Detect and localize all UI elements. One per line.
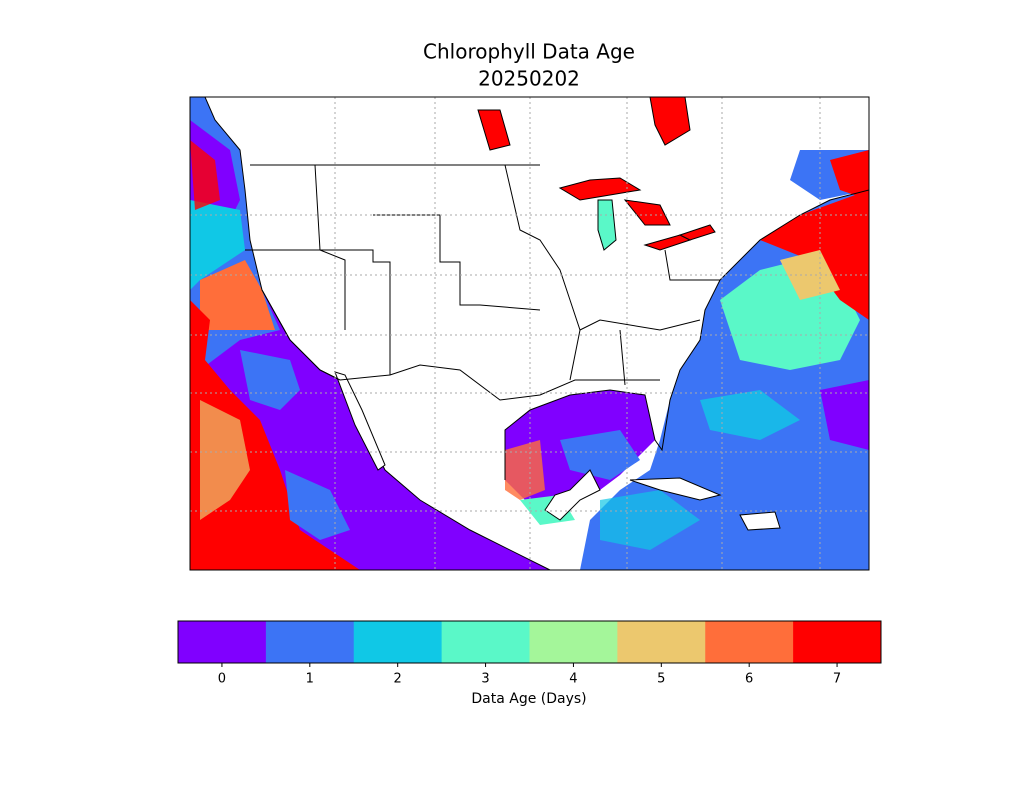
colorbar-segment xyxy=(265,621,355,663)
colorbar-tick-label: 7 xyxy=(833,672,841,687)
map xyxy=(190,97,869,570)
colorbar-tick-label: 5 xyxy=(657,672,665,687)
colorbar-segment xyxy=(178,621,267,663)
yucatan xyxy=(544,469,601,521)
coastline xyxy=(504,189,869,480)
hispaniola xyxy=(739,511,781,531)
colorbar-segment xyxy=(353,621,443,663)
colorbar-frame xyxy=(177,620,882,664)
colorbar-tick-label: 0 xyxy=(218,672,226,687)
colorbar-tick-label: 3 xyxy=(481,672,489,687)
colorbar-segment xyxy=(617,621,706,663)
colorbar-label: Data Age (Days) xyxy=(471,691,586,707)
colorbar-segment xyxy=(793,621,882,663)
map-title: Chlorophyll Data Age xyxy=(423,40,635,64)
baja xyxy=(334,371,386,471)
colorbar-tick-label: 1 xyxy=(306,672,314,687)
colorbar-segment xyxy=(705,621,794,663)
gulf-of-mexico xyxy=(505,390,655,525)
colorbar-tick-label: 6 xyxy=(745,672,753,687)
colorbar: 0 1 2 3 4 5 6 7 xyxy=(177,620,882,687)
colorbar-tick-label: 4 xyxy=(569,672,577,687)
atlantic-ocean xyxy=(580,150,869,570)
cuba xyxy=(629,477,722,501)
colorbar-tick-label: 2 xyxy=(394,672,402,687)
colorbar-segment xyxy=(441,621,530,663)
great-lakes xyxy=(477,97,716,251)
map-date: 20250202 xyxy=(478,67,580,91)
borders xyxy=(245,164,720,401)
map-frame xyxy=(189,96,870,571)
colorbar-segment xyxy=(529,621,618,663)
graticule xyxy=(190,97,869,570)
